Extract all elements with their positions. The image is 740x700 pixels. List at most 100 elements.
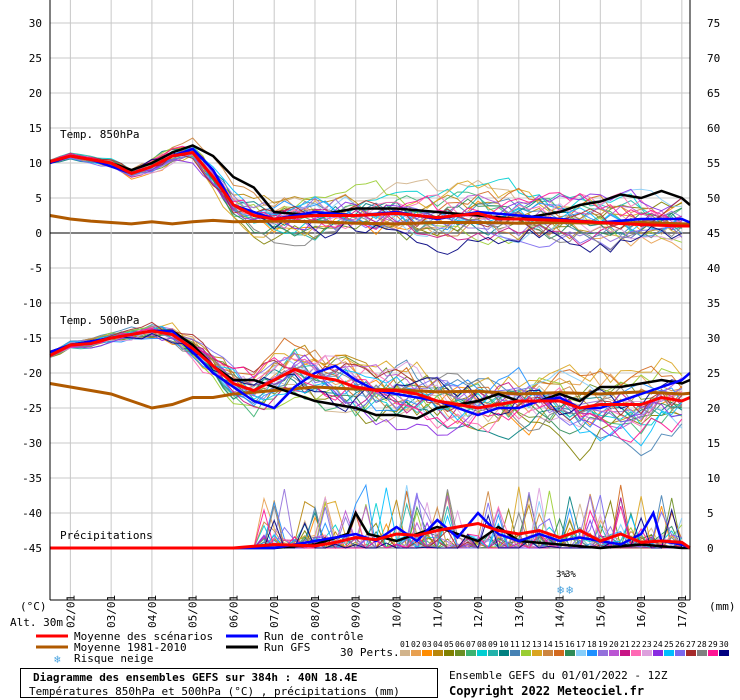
member-line bbox=[49, 330, 682, 432]
x-tick-label: 07/01 bbox=[268, 595, 281, 628]
series-line-t500 bbox=[49, 329, 691, 410]
perturbation-label: 04 bbox=[433, 640, 443, 649]
legend: Moyenne des scénarios Moyenne 1981-2010 … bbox=[36, 630, 729, 666]
perturbation-label: 09 bbox=[488, 640, 498, 649]
x-tick-label: 12/01 bbox=[472, 595, 485, 628]
x-tick-label: 05/01 bbox=[187, 595, 200, 628]
perturbation-swatch bbox=[631, 650, 641, 656]
perturbation-label: 13 bbox=[532, 640, 542, 649]
plot-area bbox=[50, 0, 690, 600]
perturbation-label: 26 bbox=[675, 640, 685, 649]
chart-title: Diagramme des ensembles GEFS sur 384h : … bbox=[33, 671, 358, 684]
left-tick-label: -25 bbox=[22, 402, 42, 415]
perturbation-label: 03 bbox=[422, 640, 432, 649]
series-line-t850 bbox=[49, 150, 690, 228]
left-unit-label: (°C) bbox=[20, 600, 47, 613]
main-series bbox=[49, 144, 691, 550]
right-tick-label: 65 bbox=[707, 87, 720, 100]
right-tick-label: 25 bbox=[707, 367, 720, 380]
left-tick-label: -30 bbox=[22, 437, 42, 450]
right-tick-label: 5 bbox=[707, 507, 714, 520]
x-tick-label: 02/01 bbox=[64, 595, 77, 628]
right-tick-label: 45 bbox=[707, 227, 720, 240]
perturbation-swatch bbox=[477, 650, 487, 656]
left-tick-label: -5 bbox=[29, 262, 42, 275]
left-tick-label: -45 bbox=[22, 542, 42, 555]
right-tick-label: 60 bbox=[707, 122, 720, 135]
t850-panel-label: Temp. 850hPa bbox=[60, 128, 139, 141]
t500-panel-label: Temp. 500hPa bbox=[60, 314, 139, 327]
perturbation-swatch bbox=[719, 650, 729, 656]
perturbation-swatch bbox=[510, 650, 520, 656]
legend-gfs-label: Run GFS bbox=[264, 641, 310, 654]
x-tick-label: 17/01 bbox=[676, 595, 689, 628]
legend-control-label: Run de contrôle bbox=[264, 630, 363, 643]
right-tick-label: 15 bbox=[707, 437, 720, 450]
left-tick-label: 15 bbox=[29, 122, 42, 135]
legend-snow-icon: ❄ bbox=[54, 653, 61, 666]
member-line bbox=[49, 156, 683, 231]
x-tick-label: 14/01 bbox=[554, 595, 567, 628]
right-tick-label: 75 bbox=[707, 17, 720, 30]
snow-percent-2: 3% bbox=[565, 570, 576, 580]
series-line-t850 bbox=[49, 144, 691, 221]
x-tick-label: 11/01 bbox=[431, 595, 444, 628]
x-tick-label: 09/01 bbox=[350, 595, 363, 628]
perturbation-swatch bbox=[642, 650, 652, 656]
snow-percent-1: 3% bbox=[556, 570, 567, 580]
perturbation-swatch bbox=[444, 650, 454, 656]
perturbation-label: 14 bbox=[543, 640, 553, 649]
ensemble-run-label: Ensemble GEFS du 01/01/2022 - 12Z bbox=[449, 669, 668, 682]
x-tick-label: 16/01 bbox=[635, 595, 648, 628]
perturbation-swatch bbox=[708, 650, 718, 656]
perturbation-swatch bbox=[488, 650, 498, 656]
legend-mean-label: Moyenne des scénarios bbox=[74, 630, 213, 643]
perturbation-label: 05 bbox=[444, 640, 454, 649]
legend-climatology-label: Moyenne 1981-2010 bbox=[74, 641, 187, 654]
perturbation-label: 20 bbox=[609, 640, 619, 649]
right-tick-label: 20 bbox=[707, 402, 720, 415]
perturbation-swatch bbox=[466, 650, 476, 656]
perturbation-label: 21 bbox=[620, 640, 630, 649]
perturbation-label: 28 bbox=[697, 640, 707, 649]
x-tick-label: 06/01 bbox=[227, 595, 240, 628]
perturbation-label: 11 bbox=[510, 640, 520, 649]
copyright-label: Copyright 2022 Meteociel.fr bbox=[449, 684, 645, 698]
perturbation-label: 23 bbox=[642, 640, 652, 649]
member-line bbox=[49, 153, 683, 250]
right-tick-label: 35 bbox=[707, 297, 720, 310]
left-tick-label: 10 bbox=[29, 157, 42, 170]
x-tick-label: 04/01 bbox=[146, 595, 159, 628]
x-tick-label: 13/01 bbox=[513, 595, 526, 628]
perturbation-swatch bbox=[455, 650, 465, 656]
legend-snow-label: Risque neige bbox=[74, 652, 153, 665]
snow-marker: 3% 3% ❄ ❄ bbox=[556, 570, 576, 597]
perturbation-label: 18 bbox=[587, 640, 597, 649]
perturbation-swatch bbox=[686, 650, 696, 656]
perturbation-label: 27 bbox=[686, 640, 696, 649]
perturbation-swatch bbox=[532, 650, 542, 656]
perturbation-label: 24 bbox=[653, 640, 663, 649]
perturbation-label: 15 bbox=[554, 640, 564, 649]
altitude-label: Alt. 30m bbox=[10, 616, 63, 629]
right-tick-label: 10 bbox=[707, 472, 720, 485]
perturbation-label: 25 bbox=[664, 640, 674, 649]
perturbation-label: 29 bbox=[708, 640, 718, 649]
perturbation-swatch bbox=[675, 650, 685, 656]
left-tick-label: -15 bbox=[22, 332, 42, 345]
perturbations-label: 30 Perts. bbox=[340, 646, 400, 659]
left-tick-label: -10 bbox=[22, 297, 42, 310]
left-tick-label: 0 bbox=[35, 227, 42, 240]
member-line bbox=[49, 333, 682, 462]
perturbation-swatch bbox=[433, 650, 443, 656]
perturbation-swatch bbox=[554, 650, 564, 656]
right-tick-label: 70 bbox=[707, 52, 720, 65]
left-tick-label: -35 bbox=[22, 472, 42, 485]
perturbation-label: 30 bbox=[719, 640, 729, 649]
perturbation-swatch bbox=[499, 650, 509, 656]
perturbation-swatch bbox=[521, 650, 531, 656]
snowflake-icon: ❄ bbox=[566, 583, 573, 597]
perturbation-label: 10 bbox=[499, 640, 509, 649]
perturbation-label: 01 bbox=[400, 640, 410, 649]
